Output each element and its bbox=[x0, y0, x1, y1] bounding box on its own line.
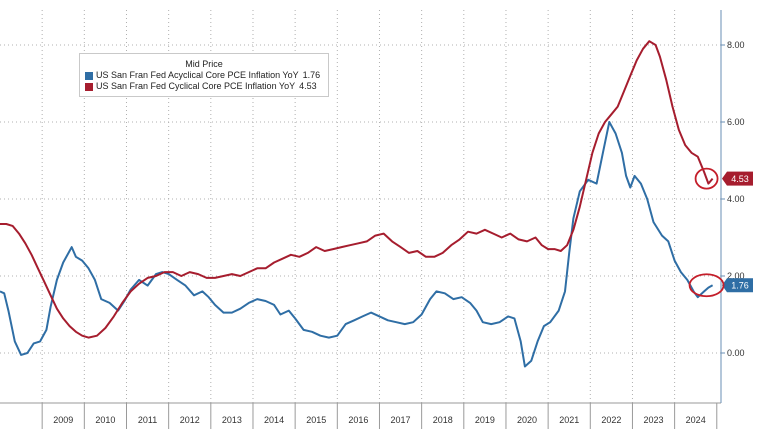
highlight-circle-cyclical bbox=[694, 167, 719, 190]
value-badge-pointer-cyclical bbox=[722, 171, 727, 186]
legend-label-cyclical: US San Fran Fed Cyclical Core PCE Inflat… bbox=[96, 81, 296, 91]
legend-swatch-acyclical bbox=[85, 71, 93, 80]
x-tick-label: 2013 bbox=[222, 415, 242, 425]
axes: 0.00 2.00 4.00 6.00 8.00 2009 2010 2011 2012 2013… bbox=[0, 10, 745, 429]
x-tick-label: 2016 bbox=[348, 415, 368, 425]
y-tick-label: 4.00 bbox=[727, 194, 745, 204]
y-tick-label: 6.00 bbox=[727, 117, 745, 127]
x-tick-label: 2014 bbox=[264, 415, 284, 425]
y-tick-label: 2.00 bbox=[727, 271, 745, 281]
value-badge-cyclical bbox=[727, 171, 753, 186]
y-tick-label: 8.00 bbox=[727, 40, 745, 50]
legend-item-acyclical: US San Fran Fed Acyclical Core PCE Infla… bbox=[80, 70, 328, 81]
series-line-acyclical bbox=[0, 121, 714, 368]
value-badge-label-cyclical: 4.53 bbox=[731, 174, 749, 184]
x-tick-label: 2017 bbox=[391, 415, 411, 425]
x-tick-label: 2012 bbox=[180, 415, 200, 425]
legend-title: Mid Price bbox=[185, 59, 223, 69]
legend-value-cyclical: 4.53 bbox=[299, 81, 317, 91]
value-badge-acyclical bbox=[727, 278, 753, 293]
x-tick-label: 2019 bbox=[475, 415, 495, 425]
legend: Mid Price US San Fran Fed Acyclical Core… bbox=[79, 53, 329, 97]
legend-value-acyclical: 1.76 bbox=[302, 70, 321, 80]
gridlines bbox=[0, 10, 721, 403]
x-tick-label: 2021 bbox=[559, 415, 579, 425]
series-line-cyclical bbox=[0, 40, 714, 339]
legend-swatch-cyclical bbox=[85, 82, 93, 91]
x-tick-label: 2018 bbox=[433, 415, 453, 425]
value-badge-label-acyclical: 1.76 bbox=[731, 281, 749, 291]
series-lines: 1.764.53 bbox=[0, 40, 753, 368]
annotations bbox=[688, 167, 725, 298]
x-tick-label: 2009 bbox=[53, 415, 73, 425]
x-tick-label: 2022 bbox=[601, 415, 621, 425]
x-tick-label: 2023 bbox=[644, 415, 664, 425]
value-badge-pointer-acyclical bbox=[722, 278, 727, 293]
x-tick-label: 2020 bbox=[517, 415, 537, 425]
x-tick-label: 2024 bbox=[686, 415, 706, 425]
x-tick-label: 2010 bbox=[95, 415, 115, 425]
legend-label-acyclical: US San Fran Fed Acyclical Core PCE Infla… bbox=[96, 70, 299, 80]
x-tick-label: 2015 bbox=[306, 415, 326, 425]
y-tick-label: 0.00 bbox=[727, 348, 745, 358]
highlight-circle-acyclical bbox=[688, 273, 725, 298]
legend-item-cyclical: US San Fran Fed Cyclical Core PCE Inflat… bbox=[80, 81, 328, 92]
x-tick-label: 2011 bbox=[138, 415, 157, 425]
